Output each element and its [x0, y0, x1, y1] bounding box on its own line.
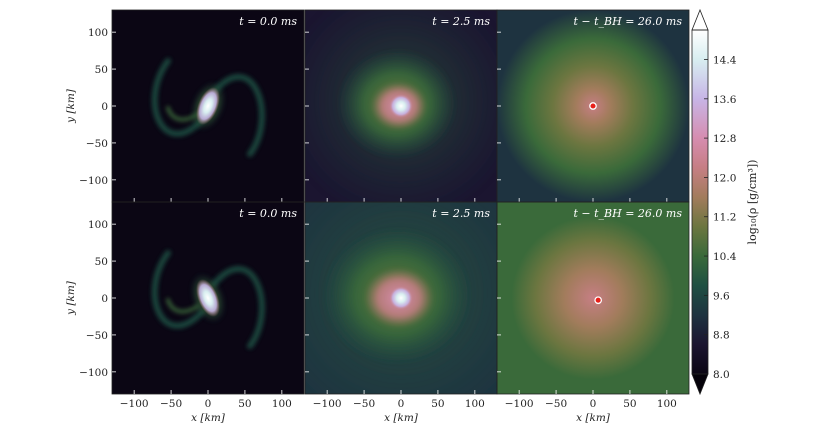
- x-tick-label: −100: [120, 398, 149, 410]
- colorbar-tick-label: 11.2: [713, 212, 736, 224]
- x-tick-label: 0: [590, 398, 597, 410]
- x-tick-label: −50: [353, 398, 375, 410]
- y-tick-label: 0: [101, 293, 108, 305]
- y-axis-label: y [km]: [65, 88, 77, 124]
- x-tick-label: 0: [205, 398, 212, 410]
- panel-time-label: t − t_BH = 26.0 ms: [573, 15, 682, 28]
- x-tick-label: 50: [431, 398, 444, 410]
- density-panel-r1-c2: [497, 202, 689, 394]
- colorbar-label: log₁₀(ρ [g/cm³]): [746, 160, 759, 245]
- y-tick-label: −50: [86, 330, 108, 342]
- panel-time-label: t − t_BH = 26.0 ms: [573, 207, 682, 220]
- x-tick-label: 100: [272, 398, 292, 410]
- x-tick-label: −50: [545, 398, 567, 410]
- colorbar-tick-label: 10.4: [713, 251, 737, 263]
- density-panel-r1-c1: [305, 202, 497, 394]
- y-tick-label: 50: [95, 64, 108, 76]
- black-hole-marker: [594, 296, 603, 305]
- density-panel-r0-c2: [497, 10, 689, 202]
- colorbar-tick-label: 13.6: [713, 94, 737, 106]
- panel-grid: [112, 10, 689, 394]
- panel-time-label: t = 0.0 ms: [239, 207, 297, 220]
- panel-time-label: t = 0.0 ms: [239, 15, 297, 28]
- colorbar-tick-label: 14.4: [713, 54, 737, 66]
- x-tick-label: 100: [465, 398, 485, 410]
- y-tick-label: −50: [86, 138, 108, 150]
- panel-time-label: t = 2.5 ms: [432, 15, 490, 28]
- y-tick-label: 100: [88, 219, 108, 231]
- colorbar: 8.0 8.8 9.6 10.4 11.2 12.0 12.8 13.6 14.4 log₁₀(ρ…: [691, 8, 759, 396]
- panel-time-label: t = 2.5 ms: [432, 207, 490, 220]
- x-axis-label: x [km]: [384, 412, 419, 424]
- density-panel-r0-c1: [305, 10, 497, 202]
- y-tick-label: 0: [101, 101, 108, 113]
- x-axis-label: x [km]: [576, 412, 611, 424]
- x-tick-label: 50: [623, 398, 636, 410]
- x-tick-label: 50: [238, 398, 251, 410]
- x-tick-label: 0: [398, 398, 405, 410]
- colorbar-tick-label: 12.8: [713, 133, 736, 145]
- density-panel-r0-c0: [112, 10, 304, 202]
- axes: t = 0.0 ms −100 −50 0 50 100 y [km] t = 2.5 ms t…: [65, 9, 690, 424]
- colorbar-tick-label: 8.0: [713, 369, 730, 381]
- x-tick-label: −50: [160, 398, 182, 410]
- y-tick-label: −100: [79, 367, 108, 379]
- colorbar-tick-label: 8.8: [713, 330, 730, 342]
- density-panel-r1-c0: [112, 202, 304, 394]
- x-tick-label: 100: [657, 398, 677, 410]
- y-tick-label: 100: [88, 27, 108, 39]
- colorbar-tick-label: 9.6: [713, 290, 730, 302]
- y-axis-label: y [km]: [65, 280, 77, 316]
- x-tick-label: −100: [313, 398, 342, 410]
- y-tick-label: 50: [95, 256, 108, 268]
- colorbar-tick-label: 12.0: [713, 172, 736, 184]
- black-hole-marker: [589, 102, 597, 110]
- x-axis-label: x [km]: [191, 412, 226, 424]
- y-tick-label: −100: [79, 175, 108, 187]
- x-tick-label: −100: [505, 398, 534, 410]
